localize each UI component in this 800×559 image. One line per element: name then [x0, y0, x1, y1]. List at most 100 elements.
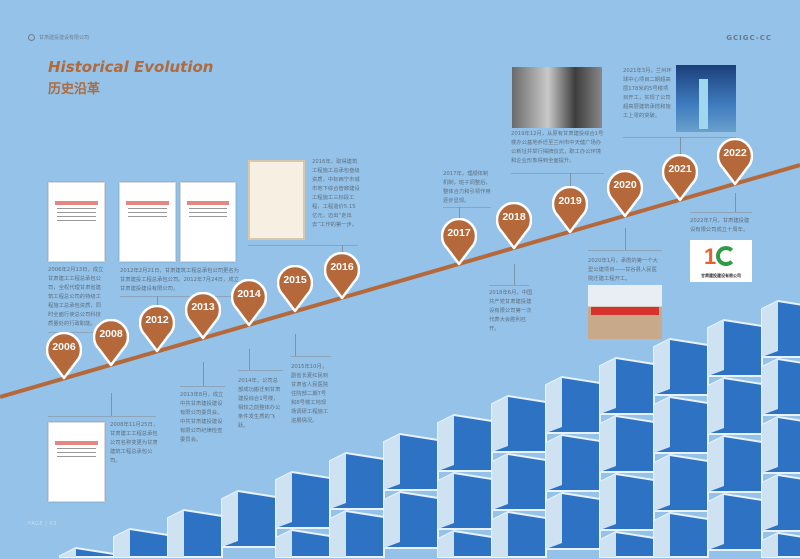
year-label: 2015: [283, 274, 307, 287]
event-text-2012: 2012年2月21日，甘肃建筑工程总承包公司更名为甘肃建投工程总承包公司。201…: [120, 268, 239, 292]
event-text-2021: 2021年3月，兰州环球中心项目二期超高层178米的5号楼项目开工，实现了公司超…: [623, 68, 672, 119]
document-image-2012b: [180, 182, 236, 262]
photo-2020-groundbreaking: [588, 285, 662, 339]
connector: [625, 228, 626, 250]
document-image-2012a: [119, 182, 176, 262]
divider: [511, 173, 604, 174]
title-chinese: 历史沿革: [48, 82, 101, 97]
year-pin-2017: 2017: [441, 217, 477, 268]
year-label: 2019: [558, 194, 582, 207]
event-text-2020: 2020年1月，承揽的第一个大型公建项目——甘谷县人民医院迁建工程开工。: [588, 258, 658, 282]
year-pin-2018: 2018: [496, 201, 532, 252]
facade-panel: [654, 513, 670, 557]
facade-panel: [708, 378, 724, 434]
divider: [443, 207, 491, 208]
year-pin-2020: 2020: [607, 169, 643, 220]
facade-panel: [60, 548, 76, 557]
facade-panel: [708, 494, 724, 550]
event-text-2019: 2019年12月，从原有甘肃建投综合1号楼办公基地乔迁至兰州市中天健广场办公新址…: [511, 131, 604, 164]
facade-panel: [600, 358, 616, 414]
facade-panel: [708, 320, 724, 376]
divider: [690, 212, 752, 213]
year-label: 2016: [330, 260, 354, 273]
year-pin-2019: 2019: [552, 185, 588, 236]
year-label: 2006: [52, 341, 76, 354]
facade-panel: [762, 475, 778, 531]
company-header: 甘肃建投建设有限公司: [28, 34, 89, 41]
facade-panel: [276, 530, 292, 557]
facade-panel: [114, 529, 130, 557]
facade-panel: [438, 415, 454, 471]
facade-panel: [654, 397, 670, 453]
event-text-2022: 2022年7月，甘肃建投建设有限公司成立十周年。: [690, 218, 750, 233]
facade-panel: [762, 417, 778, 473]
facade-panel: [384, 492, 400, 548]
facade-panel: [600, 474, 616, 530]
divider: [623, 137, 736, 138]
facade-panel: [654, 455, 670, 511]
facade-panel: [762, 301, 778, 357]
facade-panel: [492, 512, 508, 557]
event-text-2014: 2014年，公司总部成功搬迁到甘肃建投综合1号楼，相较之前整体办公条件发生质的飞…: [238, 378, 281, 429]
connector: [570, 173, 571, 192]
facade-panel: [330, 453, 346, 509]
divider: [120, 296, 236, 297]
facade-panel: [276, 472, 292, 528]
company-logo-icon: [28, 34, 35, 41]
year-pin-2014: 2014: [231, 278, 267, 329]
divider: [588, 250, 662, 251]
document-image-2008: [48, 422, 105, 502]
facade-panel: [546, 435, 562, 491]
certificate-image-2016: [248, 160, 305, 240]
connector: [514, 264, 515, 285]
year-label: 2022: [723, 146, 747, 159]
year-label: 2021: [668, 162, 692, 175]
facade-panel: [492, 454, 508, 510]
year-label: 2014: [237, 287, 261, 300]
year-label: 2020: [613, 178, 637, 191]
divider: [48, 332, 106, 333]
logo-caption: 甘肃建投建设有限公司: [701, 273, 741, 278]
photo-2021-tower: [676, 65, 736, 132]
facade-panel: [492, 396, 508, 452]
facade-panel: [708, 436, 724, 492]
event-text-2008: 2008年11月25日，甘肃建工工程总承包公司名称变更为甘肃建筑工程总承包公司。: [110, 422, 159, 464]
anniversary-logo: 1 甘肃建投建设有限公司: [690, 240, 752, 282]
facade-panel: [438, 473, 454, 529]
connector: [680, 137, 681, 155]
photo-2019-ceremony: [512, 67, 602, 128]
year-pin-2012: 2012: [139, 305, 175, 355]
event-text-2018: 2018年6月，中国共产党甘肃建投建设有限公司第一次代表大会胜利召开。: [489, 290, 533, 332]
connector: [249, 349, 250, 370]
event-text-2015: 2015年10月，副省长夏红民到甘肃省人民医院住院部二期7号和8号楼工地现场调研…: [291, 364, 329, 424]
facade-panel: [546, 377, 562, 433]
facade-panel: [330, 511, 346, 557]
year-pin-2013: 2013: [185, 292, 221, 342]
facade-panel: [762, 359, 778, 415]
divider: [291, 356, 331, 357]
event-text-2017: 2017年，理顺体制机制，班子调整后，整体合力和引领作用逐步显现。: [443, 171, 491, 204]
year-label: 2017: [447, 226, 471, 239]
facade-panel: [384, 434, 400, 490]
year-pin-2022: 2022: [717, 137, 753, 188]
connector: [735, 193, 736, 212]
brand-label: GCIGC-CC: [726, 34, 772, 42]
facade-panel: [600, 532, 616, 557]
divider: [248, 245, 358, 246]
divider: [489, 285, 529, 286]
facade-panel: [546, 493, 562, 549]
facade-panel: [438, 531, 454, 557]
year-label: 2013: [191, 301, 215, 314]
divider: [238, 370, 283, 371]
year-pin-2016: 2016: [324, 251, 360, 302]
page-number: PAGE | 03: [28, 521, 57, 527]
document-image-2006: [48, 182, 105, 262]
connector: [295, 334, 296, 356]
connector: [111, 393, 112, 416]
connector: [203, 362, 204, 386]
company-name: 甘肃建投建设有限公司: [39, 35, 90, 41]
divider: [180, 386, 225, 387]
year-pin-2006: 2006: [46, 332, 82, 382]
